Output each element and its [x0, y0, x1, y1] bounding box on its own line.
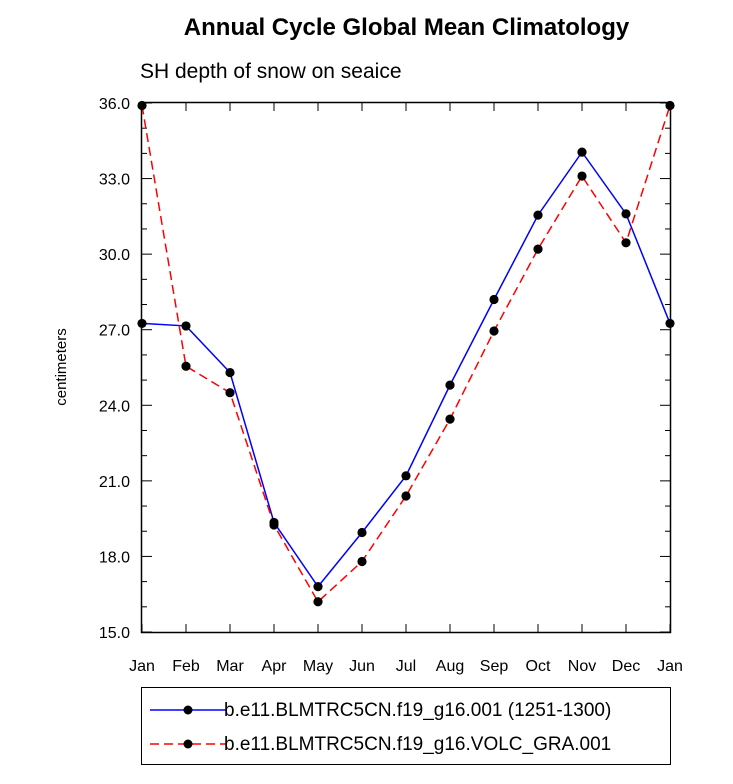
- y-tick-label: 15.0: [99, 625, 130, 642]
- legend: b.e11.BLMTRC5CN.f19_g16.001 (1251-1300) …: [141, 687, 671, 765]
- data-point-s1: [401, 471, 411, 481]
- axis-ticks: [141, 102, 671, 633]
- x-tick-label: Sep: [480, 658, 509, 675]
- x-tick-label: Jul: [396, 658, 416, 675]
- data-point-s1: [489, 294, 499, 305]
- data-point-s1: [577, 147, 587, 157]
- x-tick-label: Jan: [657, 658, 683, 675]
- y-tick-label: 36.0: [99, 96, 130, 113]
- y-tick-label: 27.0: [99, 323, 130, 340]
- legend-label-2: b.e11.BLMTRC5CN.f19_g16.VOLC_GRA.001: [224, 734, 612, 755]
- data-point-s1: [313, 582, 323, 592]
- x-tick-label: Jun: [349, 658, 375, 675]
- x-tick-label: Jan: [129, 658, 155, 675]
- data-point-s2: [489, 326, 499, 336]
- y-axis-labels: 15.0 18.0 21.0 24.0 27.0 30.0 33.0 36.0: [99, 96, 130, 642]
- data-point-s2: [577, 171, 587, 181]
- data-point-s2: [225, 388, 235, 398]
- legend-item-1: b.e11.BLMTRC5CN.f19_g16.001 (1251-1300): [142, 698, 670, 726]
- data-point-s1: [445, 380, 455, 390]
- data-point-s2: [181, 361, 191, 371]
- legend-line-sample-2: [150, 739, 226, 749]
- y-axis-title: centimeters: [53, 328, 70, 406]
- data-point-s1: [357, 527, 367, 538]
- data-point-s2: [401, 491, 411, 501]
- data-point-s2: [357, 556, 367, 567]
- y-tick-label: 30.0: [99, 247, 130, 264]
- data-point-s1: [665, 318, 675, 329]
- data-point-s2: [445, 414, 455, 424]
- chart-subtitle: SH depth of snow on seaice: [140, 60, 402, 83]
- series-line-1: [141, 150, 671, 588]
- legend-line-sample-1: [150, 705, 226, 715]
- data-point-s2: [137, 100, 147, 111]
- y-tick-label: 21.0: [99, 474, 130, 491]
- data-point-s1: [533, 210, 543, 220]
- x-tick-label: Dec: [612, 658, 640, 675]
- data-point-s1: [621, 209, 631, 219]
- plot-frame: [140, 101, 672, 634]
- data-point-s2: [665, 100, 675, 111]
- y-tick-label: 33.0: [99, 172, 130, 189]
- x-tick-label: Mar: [216, 658, 244, 675]
- x-tick-label: Nov: [568, 658, 596, 675]
- y-tick-label: 18.0: [99, 549, 130, 566]
- data-point-s2: [313, 597, 323, 607]
- x-tick-label: Apr: [262, 658, 288, 675]
- data-point-s1: [137, 318, 147, 329]
- data-point-s1: [225, 367, 235, 378]
- series-line-2: [141, 105, 671, 603]
- x-axis-labels: Jan Feb Mar Apr May Jun Jul Aug Sep Oct Nov Dec Jan: [129, 658, 683, 675]
- chart-title: Annual Cycle Global Mean Climatology: [183, 14, 630, 41]
- x-tick-label: Feb: [172, 658, 200, 675]
- x-tick-label: Aug: [436, 658, 464, 675]
- data-point-s2: [533, 244, 543, 254]
- series-group: [137, 100, 675, 607]
- data-point-s1: [181, 321, 191, 331]
- legend-label-1: b.e11.BLMTRC5CN.f19_g16.001 (1251-1300): [224, 700, 612, 721]
- data-point-s2: [621, 238, 631, 248]
- y-tick-label: 24.0: [99, 398, 130, 415]
- legend-item-2: b.e11.BLMTRC5CN.f19_g16.VOLC_GRA.001: [142, 732, 670, 760]
- data-point-s2: [269, 520, 279, 530]
- x-tick-label: May: [303, 658, 333, 675]
- x-tick-label: Oct: [526, 658, 551, 675]
